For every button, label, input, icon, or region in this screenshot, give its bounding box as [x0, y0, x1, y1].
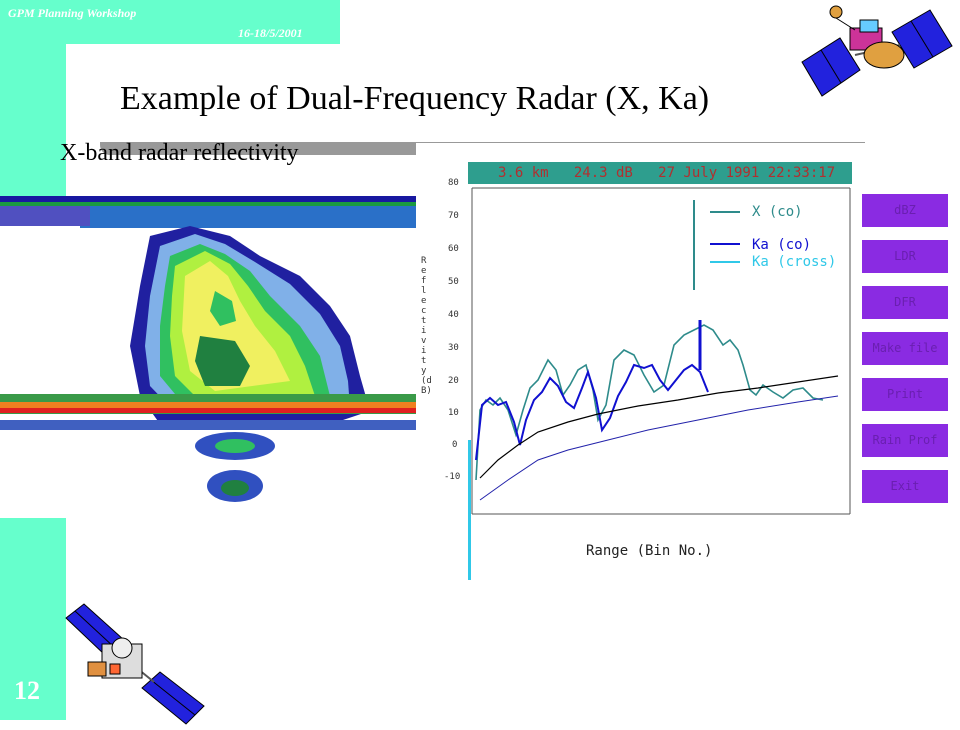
- slide-subtitle: X-band radar reflectivity: [60, 140, 299, 166]
- make-file-button[interactable]: Make file: [862, 332, 948, 365]
- y-axis-label: Reflectivity (dB): [421, 256, 432, 396]
- workshop-label: GPM Planning Workshop: [8, 6, 137, 20]
- y-tick: -10: [444, 472, 461, 482]
- y-tick: 60: [448, 244, 459, 254]
- title-underline: [100, 142, 865, 143]
- y-tick: 10: [448, 408, 459, 418]
- y-tick: 50: [448, 277, 459, 287]
- date-label: 16-18/5/2001: [238, 26, 303, 40]
- legend-x-co: X (co): [752, 204, 803, 220]
- y-tick: 40: [448, 310, 459, 320]
- y-tick: 80: [448, 178, 459, 188]
- slide-title: Example of Dual-Frequency Radar (X, Ka): [120, 80, 710, 117]
- plot-status-text: 3.6 km 24.3 dB 27 July 1991 22:33:17: [498, 165, 836, 181]
- page-number: 12: [14, 676, 40, 705]
- header-corner: [66, 44, 116, 94]
- y-tick: 0: [452, 440, 458, 450]
- ldr-button[interactable]: LDR: [862, 240, 948, 273]
- print-button[interactable]: Print: [862, 378, 948, 411]
- dbz-button[interactable]: dBZ: [862, 194, 948, 227]
- y-tick: 20: [448, 376, 459, 386]
- radar-reflectivity-image: [0, 196, 416, 518]
- plot-status-bar: [468, 162, 852, 184]
- reflectivity-plot: [438, 160, 854, 580]
- exit-button[interactable]: Exit: [862, 470, 948, 503]
- legend-ka-co: Ka (co): [752, 237, 812, 253]
- rain-prof-button[interactable]: Rain Prof: [862, 424, 948, 457]
- satellite-icon: [801, 5, 953, 97]
- title-underline-thick: [100, 143, 416, 155]
- dfr-button[interactable]: DFR: [862, 286, 948, 319]
- legend-ka-cross: Ka (cross): [752, 254, 837, 270]
- y-tick: 30: [448, 343, 459, 353]
- x-axis-label: Range (Bin No.): [586, 543, 713, 559]
- satellite-icon: [65, 603, 205, 725]
- y-tick: 70: [448, 211, 459, 221]
